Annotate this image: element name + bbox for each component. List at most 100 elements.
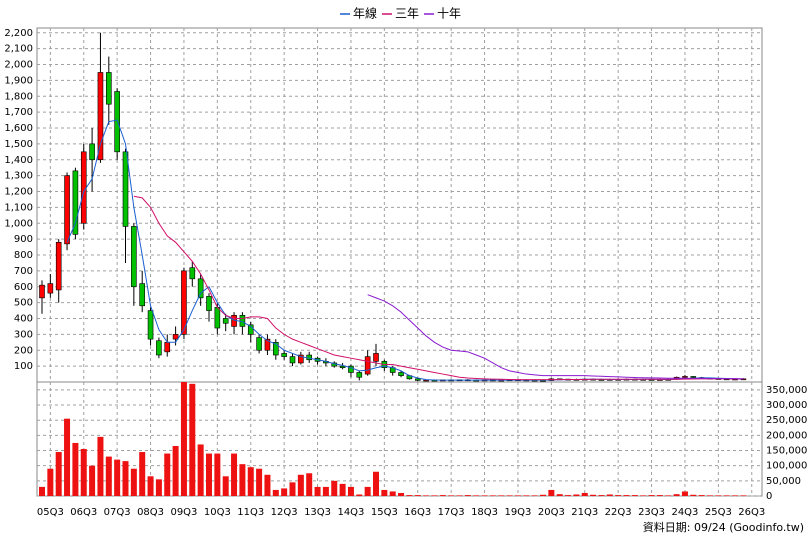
x-tick-label: 11Q3: [237, 507, 264, 518]
volume-bar: [398, 492, 405, 496]
volume-bar: [540, 494, 546, 496]
x-tick-label: 16Q3: [404, 507, 431, 518]
volume-bar: [656, 495, 663, 496]
y-tick-label: 1,900: [4, 75, 33, 86]
y2-tick-label: 200,000: [766, 430, 807, 441]
y-tick-label: 1,400: [4, 155, 33, 166]
volume-bar: [631, 495, 638, 496]
volume-bar: [155, 479, 162, 496]
y-tick-label: 700: [14, 266, 33, 277]
candle-body: [72, 170, 79, 235]
volume-bar: [698, 495, 705, 496]
volume-bar: [414, 495, 421, 496]
candle-body: [256, 337, 262, 351]
y-tick-label: 2,200: [4, 28, 33, 39]
y-tick-label: 1,300: [4, 171, 33, 182]
candle-body: [348, 365, 354, 373]
candle-body: [373, 353, 379, 362]
y-tick-label: 900: [14, 234, 33, 245]
volume-bar: [573, 494, 580, 496]
volume-bar: [172, 445, 179, 496]
volume-bar: [105, 456, 112, 496]
volume-bar: [331, 480, 338, 496]
volume-bar: [47, 468, 54, 496]
volume-bar: [281, 488, 288, 496]
ma-line: [133, 195, 744, 381]
volume-bar: [464, 495, 471, 496]
y-tick-label: 100: [14, 361, 33, 372]
volume-bar: [373, 471, 379, 496]
y2-tick-label: 250,000: [766, 415, 807, 426]
candle-body: [272, 342, 279, 356]
volume-bar: [565, 495, 572, 496]
y2-tick-label: 100,000: [766, 461, 807, 472]
volume-bar: [39, 486, 45, 496]
candle-body: [147, 310, 154, 340]
volume-bar: [598, 495, 605, 496]
volume-bar: [673, 494, 680, 496]
y-tick-label: 1,800: [4, 91, 33, 102]
volume-bar: [114, 459, 121, 496]
volume-bar: [389, 491, 396, 496]
x-tick-label: 10Q3: [204, 507, 231, 518]
candle-body: [156, 340, 162, 356]
candle-body: [89, 143, 95, 161]
volume-bar: [206, 453, 212, 496]
y-tick-label: 2,100: [4, 44, 33, 55]
volume-bar: [431, 495, 438, 496]
volume-bar: [164, 453, 171, 496]
candle-body: [222, 318, 229, 324]
volume-bar: [648, 495, 655, 496]
volume-bar: [139, 452, 146, 496]
x-tick-label: 06Q3: [70, 507, 97, 518]
volume-bar: [222, 476, 229, 496]
volume-bar: [64, 418, 71, 496]
x-tick-label: 07Q3: [104, 507, 131, 518]
volume-bar: [665, 495, 672, 496]
candle-body: [172, 334, 179, 340]
candle-body: [114, 91, 120, 153]
volume-bar: [347, 486, 354, 496]
y-tick-label: 400: [14, 314, 33, 325]
volume-bar: [690, 494, 697, 496]
volume-bar: [80, 449, 87, 496]
y-tick-label: 1,100: [4, 202, 33, 213]
volume-bar: [732, 495, 739, 496]
volume-bar: [489, 495, 496, 496]
x-tick-label: 05Q3: [37, 507, 64, 518]
candle-body: [164, 342, 171, 353]
volume-bar: [740, 495, 747, 496]
volume-bar: [239, 464, 246, 496]
y-tick-label: 200: [14, 345, 33, 356]
volume-bar: [72, 442, 79, 496]
y-tick-label: 1,200: [4, 187, 33, 198]
x-tick-label: 25Q3: [705, 507, 732, 518]
y2-tick-label: 50,000: [766, 476, 801, 487]
source-note: 資料日期: 09/24 (Goodinfo.tw): [643, 520, 804, 534]
volume-bar: [189, 383, 196, 496]
volume-bar: [322, 486, 329, 496]
candle-body: [122, 151, 129, 227]
volume-bar: [272, 489, 279, 496]
y-tick-label: 1,600: [4, 123, 33, 134]
volume-bar: [381, 489, 388, 496]
volume-bar: [289, 482, 296, 496]
candle-body: [423, 379, 429, 382]
candle-body: [97, 72, 104, 161]
ma-line: [367, 294, 744, 380]
legend-label: 三年: [395, 7, 419, 21]
x-tick-label: 12Q3: [271, 507, 298, 518]
volume-bar: [147, 476, 154, 496]
volume-bar: [590, 494, 597, 496]
y-tick-label: 300: [14, 329, 33, 340]
x-tick-label: 23Q3: [638, 507, 665, 518]
volume-bar: [264, 474, 271, 496]
y-tick-label: 1,700: [4, 107, 33, 118]
volume-bar: [615, 495, 622, 496]
candle-body: [206, 295, 212, 311]
volume-bar: [130, 468, 137, 496]
candle-body: [80, 151, 87, 224]
legend-label: 十年: [437, 7, 461, 21]
volume-panel: [36, 381, 763, 497]
candle-body: [139, 283, 145, 307]
